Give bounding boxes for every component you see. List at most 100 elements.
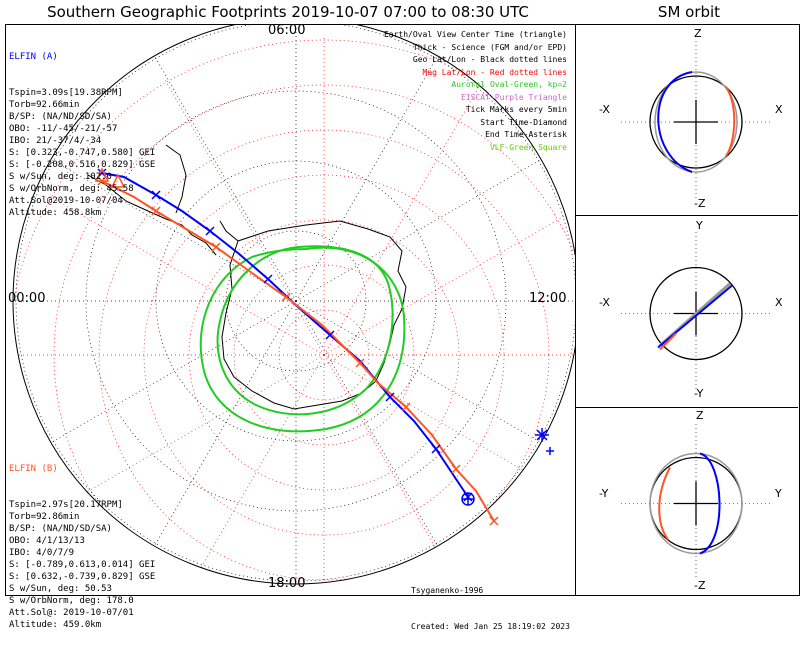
elfin-b-start-triangle — [94, 167, 110, 182]
elfin-a-line: S: [0.323,-0.747,0.580] GEI — [9, 148, 156, 158]
south-america-east-coast — [165, 144, 187, 214]
elfin-b-line: B/SP: (NA/ND/SD/SA) — [9, 524, 112, 534]
elfin-a-line: B/SP: (NA/ND/SD/SA) — [9, 112, 112, 122]
legend-entry: End Time-Asterisk — [485, 130, 567, 139]
elfin-a-info: ELFIN (A) Tspin=3.09s[19.38RPM] Torb=92.6… — [9, 27, 155, 243]
hour-label-18: 18:00 — [268, 576, 306, 591]
orbit-xz-right-label: X — [775, 103, 783, 116]
footer-created: Created: Wed Jan 25 18:19:02 2023 — [411, 622, 570, 631]
chart-title: Southern Geographic Footprints 2019-10-0… — [47, 3, 529, 21]
mag-meridian — [46, 194, 325, 356]
mag-meridian — [323, 354, 579, 516]
orbit-yz-top-label: Z — [696, 409, 704, 422]
geo-lat-circle — [225, 230, 367, 372]
geo-meridian — [50, 300, 297, 443]
orbit-panel-xy-canvas — [621, 232, 773, 391]
sm-orbit-frame: Z -Z -X X Y -Y -X X Z -Z -Y Y — [576, 24, 800, 596]
orbit-b-path — [649, 452, 743, 555]
elfin-b-line: S: [-0.789,0.613,0.014] GEI — [9, 560, 156, 570]
orbit-xy-bottom-label: -Y — [694, 387, 704, 400]
orbit-panel-yz-canvas — [621, 424, 773, 579]
footprint-map-canvas — [12, 17, 580, 585]
orbit-b-segment — [659, 332, 677, 351]
orbit-b-segment — [658, 467, 671, 541]
elfin-a-tick — [205, 226, 215, 236]
elfin-b-line: S w/OrbNorm, deg: 178.0 — [9, 596, 134, 606]
elfin-a-details: Tspin=3.09s[19.38RPM] Torb=92.66min B/SP: … — [9, 87, 155, 219]
elfin-a-line: Torb=92.66min — [9, 100, 80, 110]
legend-entry: VLF-Green Square — [489, 142, 567, 152]
elfin-b-tick — [489, 516, 499, 526]
elfin-a-track — [101, 172, 469, 498]
elfin-a-tick — [385, 392, 395, 402]
legend-entry: Thick - Science (FGM and/or EPD) — [412, 42, 567, 52]
orbit-b-path — [654, 71, 738, 173]
elfin-b-line: OBO: 4/1/13/13 — [9, 536, 85, 546]
elfin-a-name: ELFIN (A) — [9, 52, 58, 62]
elfin-b-info: ELFIN (B) Tspin=2.97s[20.17RPM] Torb=92.8… — [9, 439, 155, 655]
footer-model: Tsyganenko-1996 — [411, 586, 484, 595]
end-asterisk — [536, 429, 548, 441]
mag-meridian — [163, 354, 325, 584]
orbit-a-path — [657, 284, 733, 349]
elfin-b-line: S: [0.632,-0.739,0.829] GSE — [9, 572, 156, 582]
elfin-a-line: Altitude: 458.8km — [9, 208, 102, 218]
orbit-a-path — [657, 71, 693, 173]
orbit-yz-bottom-label: -Z — [694, 579, 706, 592]
orbit-xy-left-label: -X — [599, 296, 610, 309]
elfin-a-line: S w/OrbNorm, deg: 45.58 — [9, 184, 134, 194]
mag-lat-circle — [233, 264, 415, 446]
legend-entry: Auroral Oval-Green, kp=2 — [451, 80, 567, 89]
mag-meridian — [323, 194, 579, 356]
elfin-a-line: S w/Sun, deg: 102.0 — [9, 172, 112, 182]
legend-entry: Geo Lat/Lon - Black dotted lines — [412, 55, 567, 64]
orbit-yz-right-label: Y — [775, 487, 782, 500]
orbit-xz-top-label: Z — [694, 27, 702, 40]
hour-label-06: 06:00 — [268, 23, 306, 38]
mag-meridian — [323, 354, 485, 584]
elfin-b-track — [101, 180, 495, 522]
south-america-coastline — [87, 174, 217, 256]
orbit-panel-title: SM orbit — [657, 3, 721, 21]
mag-meridian — [163, 77, 325, 356]
legend-entry: Start Time-Diamond — [480, 117, 567, 127]
auroral-oval-poleward — [216, 245, 394, 416]
elfin-a-tick — [263, 274, 273, 284]
elfin-b-name: ELFIN (B) — [9, 464, 58, 474]
geo-meridian — [154, 55, 297, 302]
elfin-b-line: Tspin=2.97s[20.17RPM] — [9, 500, 123, 510]
mag-meridian — [46, 354, 325, 516]
orbit-a-path — [699, 452, 721, 555]
elfin-b-tick — [355, 358, 365, 368]
orbit-panel-xy: Y -Y -X X — [576, 216, 798, 408]
orbit-panel-xz-canvas — [621, 41, 773, 199]
legend-entry: Tick Marks every 5min — [465, 105, 567, 114]
legend-entry: Mag Lat/Lon - Red dotted lines — [422, 67, 568, 77]
elfin-b-tick — [151, 206, 161, 216]
legend-entry: Earth/Oval View Center Time (triangle) — [383, 30, 567, 39]
elfin-a-tick — [431, 444, 441, 454]
orbit-yz-left-label: -Y — [599, 487, 609, 500]
elfin-b-tick — [211, 242, 221, 252]
elfin-b-line: Torb=92.86min — [9, 512, 80, 522]
orbit-earth-circle — [649, 266, 743, 361]
mag-lat-circle — [188, 219, 460, 491]
geo-lat-circle — [85, 90, 507, 512]
elfin-a-line: IBO: 21/-37/4/-34 — [9, 136, 102, 146]
orbit-xy-right-label: X — [775, 296, 783, 309]
footprint-map: 06:00 00:00 12:00 18:00 ELFIN (A) Tspin=… — [5, 17, 580, 631]
elfin-b-line: S w/Sun, deg: 50.53 — [9, 584, 112, 594]
legend: Earth/Oval View Center Time (triangle) Th… — [384, 29, 567, 154]
elfin-a-line: Att.Sol@2019-10-07/04 — [9, 196, 123, 206]
elfin-a-tick — [151, 190, 161, 200]
hour-label-00: 00:00 — [8, 291, 46, 306]
elfin-a-tick — [325, 330, 335, 340]
orbit-xz-bottom-label: -Z — [694, 197, 706, 210]
elfin-a-line: OBO: -11/-45/-21/-57 — [9, 124, 118, 134]
footer: Tsyganenko-1996 Created: Wed Jan 25 18:1… — [411, 561, 570, 657]
orbit-xz-left-label: -X — [599, 103, 610, 116]
legend-entry: EISCAT-Purple Triangle — [461, 92, 567, 102]
geo-meridian — [295, 159, 542, 302]
elfin-b-line: Altitude: 459.0km — [9, 620, 102, 630]
elfin-a-line: S: [-0.208,0.516,0.829] GSE — [9, 160, 156, 170]
